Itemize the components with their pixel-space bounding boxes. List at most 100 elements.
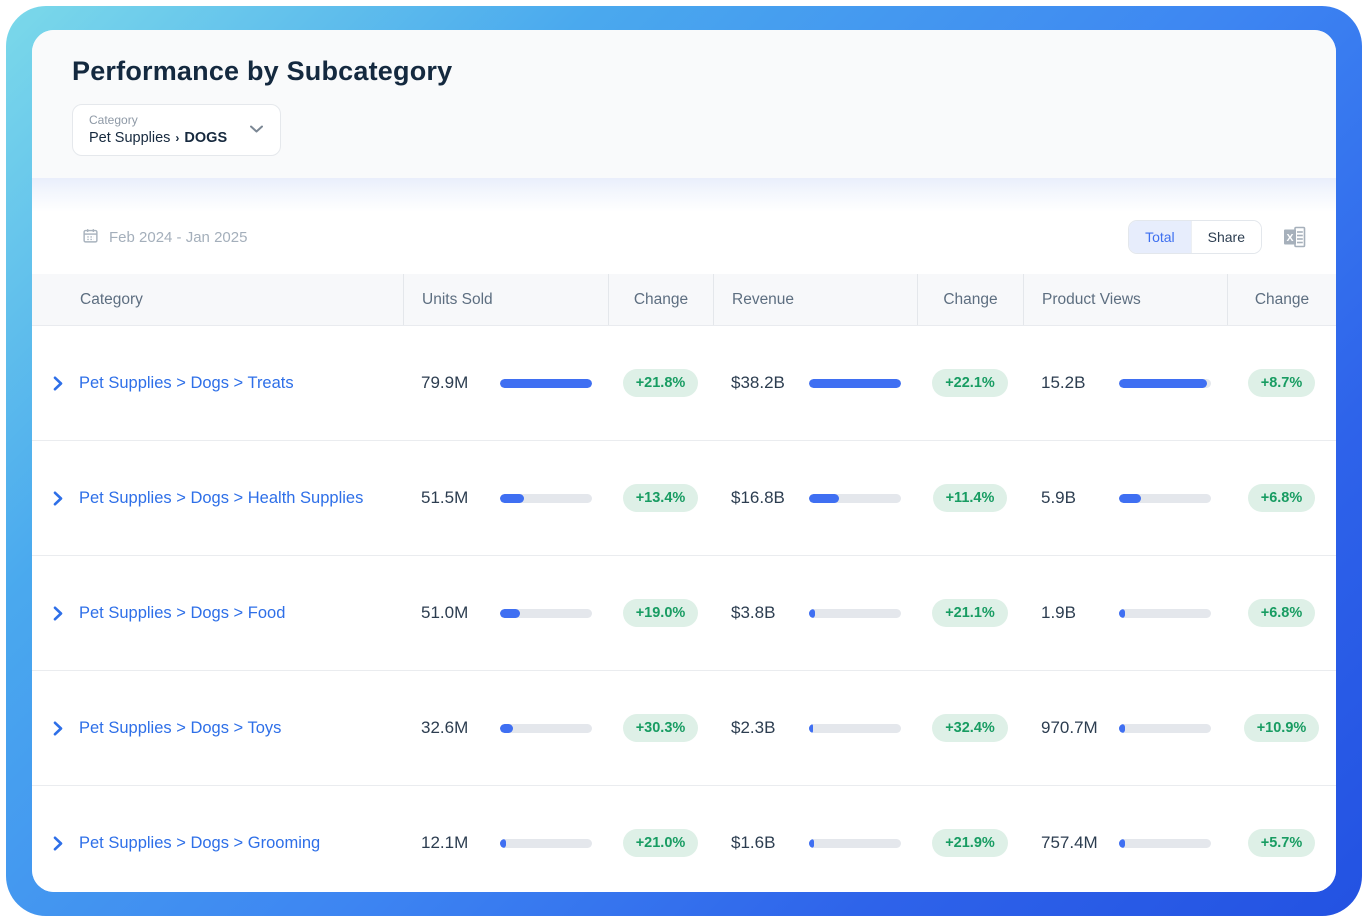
header-fade-band — [32, 178, 1336, 212]
revenue-cell: $3.8B — [713, 603, 917, 623]
units-change-cell: +19.0% — [608, 599, 713, 627]
chevron-right-icon[interactable] — [53, 376, 63, 391]
revenue-change-cell: +32.4% — [917, 714, 1023, 742]
product-views-cell: 15.2B — [1023, 373, 1227, 393]
product-views-value: 1.9B — [1041, 603, 1076, 622]
category-link[interactable]: Pet Supplies > Dogs > Toys — [79, 718, 282, 737]
revenue-cell: $2.3B — [713, 718, 917, 738]
units-sold-value: 79.9M — [421, 373, 469, 392]
total-share-toggle: Total Share — [1128, 220, 1262, 254]
category-link[interactable]: Pet Supplies > Dogs > Health Supplies — [79, 488, 364, 507]
column-header-units-sold: Units Sold — [403, 274, 608, 325]
column-header-product-views: Product Views — [1023, 274, 1227, 325]
chevron-down-icon — [249, 121, 264, 139]
chevron-right-icon[interactable] — [53, 606, 63, 621]
category-value-sub: DOGS — [184, 130, 228, 146]
revenue-bar-fill — [809, 838, 814, 848]
revenue-bar-fill — [809, 723, 813, 733]
units-change-badge: +30.3% — [622, 714, 699, 742]
category-link[interactable]: Pet Supplies > Dogs > Treats — [79, 373, 294, 392]
units-sold-value: 12.1M — [421, 833, 469, 852]
revenue-change-cell: +21.1% — [917, 599, 1023, 627]
views-change-cell: +10.9% — [1227, 714, 1336, 742]
product-views-bar — [1119, 838, 1211, 848]
table-row: Pet Supplies > Dogs > Treats 79.9M +21.8… — [32, 326, 1336, 441]
views-change-badge: +8.7% — [1247, 369, 1316, 397]
table-body: Pet Supplies > Dogs > Treats 79.9M +21.8… — [32, 326, 1336, 892]
product-views-bar — [1119, 493, 1211, 503]
category-cell: Pet Supplies > Dogs > Toys — [32, 719, 403, 738]
product-views-bar-fill — [1119, 493, 1142, 503]
views-change-cell: +6.8% — [1227, 484, 1336, 512]
chevron-right-icon[interactable] — [53, 491, 63, 506]
units-change-cell: +21.8% — [608, 369, 713, 397]
revenue-cell: $1.6B — [713, 833, 917, 853]
category-value-main: Pet Supplies — [89, 130, 171, 146]
units-sold-bar — [500, 493, 592, 503]
breadcrumb-separator: › — [175, 131, 180, 145]
performance-table: Category Units Sold Change Revenue Chang… — [32, 274, 1336, 892]
date-range-picker[interactable]: Feb 2024 - Jan 2025 — [82, 227, 247, 248]
units-sold-cell: 51.5M — [403, 488, 608, 508]
column-header-units-change: Change — [608, 274, 713, 325]
product-views-bar — [1119, 378, 1211, 388]
units-sold-cell: 79.9M — [403, 373, 608, 393]
product-views-value: 970.7M — [1041, 718, 1098, 737]
revenue-bar — [809, 493, 901, 503]
revenue-bar — [809, 378, 901, 388]
revenue-bar-fill — [809, 608, 815, 618]
units-change-cell: +30.3% — [608, 714, 713, 742]
revenue-change-badge: +21.1% — [932, 599, 1008, 627]
revenue-cell: $38.2B — [713, 373, 917, 393]
units-sold-bar-fill — [500, 493, 524, 503]
dashboard-card: Performance by Subcategory Category Pet … — [32, 30, 1336, 892]
units-change-badge: +21.0% — [622, 829, 699, 857]
category-dropdown-label: Category — [89, 113, 138, 127]
views-change-badge: +6.8% — [1247, 484, 1316, 512]
category-dropdown[interactable]: Category Pet Supplies › DOGS — [72, 104, 282, 156]
product-views-bar — [1119, 723, 1211, 733]
revenue-change-badge: +22.1% — [932, 369, 1008, 397]
product-views-value: 757.4M — [1041, 833, 1098, 852]
chevron-right-icon[interactable] — [53, 836, 63, 851]
revenue-change-cell: +22.1% — [917, 369, 1023, 397]
revenue-change-badge: +11.4% — [932, 484, 1008, 512]
revenue-value: $38.2B — [731, 373, 785, 392]
revenue-value: $2.3B — [731, 718, 776, 737]
product-views-bar-fill — [1119, 608, 1125, 618]
revenue-change-cell: +21.9% — [917, 829, 1023, 857]
category-link[interactable]: Pet Supplies > Dogs > Grooming — [79, 833, 321, 852]
units-sold-bar — [500, 378, 592, 388]
views-change-badge: +5.7% — [1247, 829, 1316, 857]
right-tools: Total Share X — [1128, 220, 1308, 254]
chevron-right-icon[interactable] — [53, 721, 63, 736]
column-header-revenue-change: Change — [917, 274, 1023, 325]
table-row: Pet Supplies > Dogs > Food 51.0M +19.0% … — [32, 556, 1336, 671]
views-change-badge: +10.9% — [1243, 714, 1320, 742]
product-views-cell: 1.9B — [1023, 603, 1227, 623]
page-title: Performance by Subcategory — [72, 56, 453, 86]
units-sold-cell: 51.0M — [403, 603, 608, 623]
toggle-share-button[interactable]: Share — [1190, 221, 1261, 253]
units-sold-value: 51.0M — [421, 603, 469, 622]
product-views-value: 15.2B — [1041, 373, 1086, 392]
revenue-bar — [809, 723, 901, 733]
excel-export-icon[interactable]: X — [1282, 225, 1308, 249]
units-sold-cell: 32.6M — [403, 718, 608, 738]
units-sold-bar — [500, 723, 592, 733]
category-cell: Pet Supplies > Dogs > Health Supplies — [32, 489, 403, 508]
column-header-views-change: Change — [1227, 274, 1336, 325]
calendar-icon — [82, 227, 99, 248]
toggle-total-button[interactable]: Total — [1129, 221, 1191, 253]
units-change-badge: +21.8% — [622, 369, 699, 397]
units-change-cell: +13.4% — [608, 484, 713, 512]
revenue-bar — [809, 608, 901, 618]
product-views-cell: 970.7M — [1023, 718, 1227, 738]
category-cell: Pet Supplies > Dogs > Grooming — [32, 834, 403, 853]
category-link[interactable]: Pet Supplies > Dogs > Food — [79, 603, 286, 622]
units-sold-cell: 12.1M — [403, 833, 608, 853]
revenue-bar-fill — [809, 378, 901, 388]
table-row: Pet Supplies > Dogs > Health Supplies 51… — [32, 441, 1336, 556]
revenue-value: $16.8B — [731, 488, 785, 507]
product-views-cell: 5.9B — [1023, 488, 1227, 508]
